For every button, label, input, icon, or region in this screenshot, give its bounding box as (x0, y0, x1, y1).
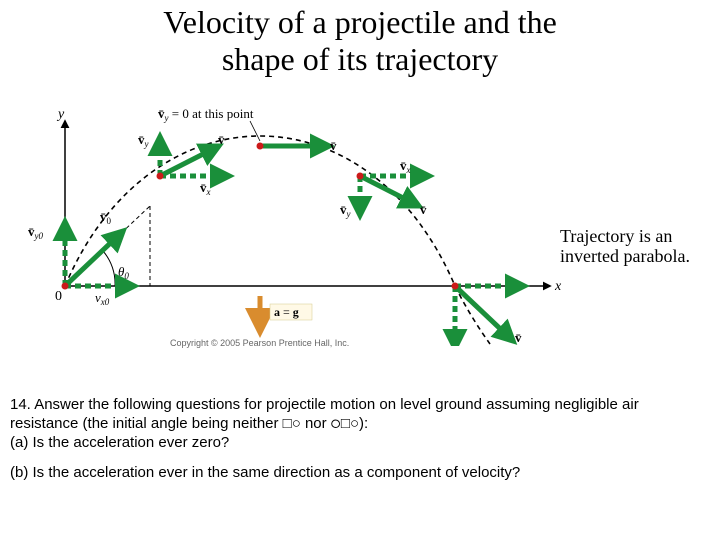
questions-block: 14. Answer the following questions for p… (10, 396, 710, 495)
title-line-2: shape of its trajectory (222, 41, 498, 77)
point-landing: v̄ (452, 282, 523, 345)
page-title: Velocity of a projectile and the shape o… (0, 0, 720, 78)
svg-text:v̄y0: v̄y0 (28, 224, 43, 241)
point-descending: v̄ v̄x v̄y (340, 158, 427, 219)
svg-text:v̄y: v̄y (340, 202, 351, 219)
q14-intro-text: 14. Answer the following questions for p… (10, 396, 639, 432)
question-14-intro: 14. Answer the following questions for p… (10, 396, 710, 452)
launch-angle-arc (103, 251, 115, 286)
point-apex: v̄ v̄y = 0 at this point (158, 106, 337, 153)
theta0-label: θ0 (118, 264, 129, 281)
trajectory-svg: x y 0 θ0 a = g v̄0 vx0 v̄y0 (0, 86, 720, 346)
y-axis-label: y (56, 107, 65, 122)
trajectory-annotation: Trajectory is an inverted parabola. (560, 226, 690, 267)
svg-text:vx0: vx0 (95, 290, 110, 307)
svg-text:v̄: v̄ (515, 330, 522, 345)
svg-text:v̄y = 0 at this point: v̄y = 0 at this point (158, 106, 254, 123)
svg-text:v̄: v̄ (330, 138, 337, 153)
svg-text:v̄0: v̄0 (100, 209, 112, 226)
annotation-line-2: inverted parabola. (560, 246, 690, 266)
svg-text:v̄y: v̄y (138, 132, 149, 149)
trajectory-figure: x y 0 θ0 a = g v̄0 vx0 v̄y0 (0, 86, 720, 346)
x-axis-label: x (554, 279, 562, 294)
title-line-1: Velocity of a projectile and the (163, 4, 557, 40)
svg-text:v̄: v̄ (420, 202, 427, 217)
q14-a-text: (a) Is the acceleration ever zero? (10, 434, 229, 451)
question-14-b: (b) Is the acceleration ever in the same… (10, 464, 710, 483)
svg-text:v̄: v̄ (218, 132, 225, 147)
point-ascending: v̄ v̄x v̄y (138, 132, 225, 197)
g-label: a = g (274, 305, 299, 319)
origin-label: 0 (55, 289, 62, 304)
annotation-line-1: Trajectory is an (560, 226, 672, 246)
svg-text:v̄x: v̄x (400, 158, 411, 175)
svg-text:v̄x: v̄x (200, 180, 211, 197)
copyright-text: Copyright © 2005 Pearson Prentice Hall, … (170, 338, 349, 348)
